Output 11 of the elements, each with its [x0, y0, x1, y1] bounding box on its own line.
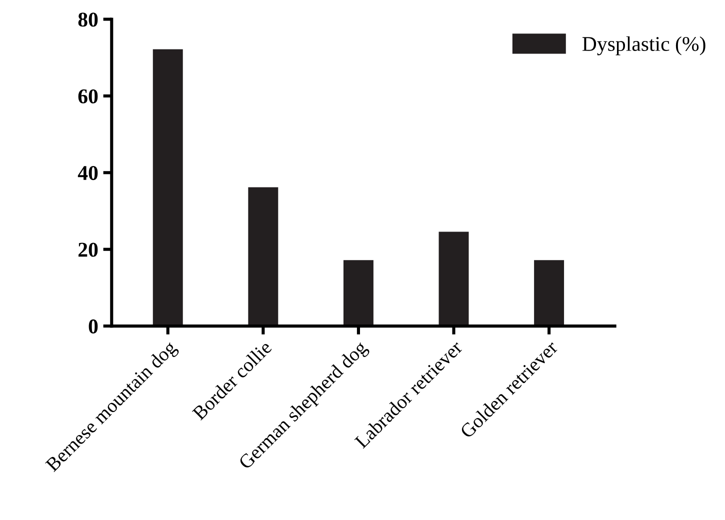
bar	[152, 49, 183, 326]
bar	[438, 232, 469, 326]
y-tick-label: 20	[78, 242, 98, 257]
y-tick-label: 80	[78, 12, 98, 27]
bar	[343, 260, 374, 326]
legend-label: Dysplastic (%)	[582, 36, 706, 56]
y-tick-label: 40	[78, 166, 98, 180]
y-tick-label: 0	[88, 319, 98, 334]
y-tick-label: 60	[78, 89, 98, 104]
bar	[248, 187, 278, 326]
bar	[534, 260, 564, 326]
